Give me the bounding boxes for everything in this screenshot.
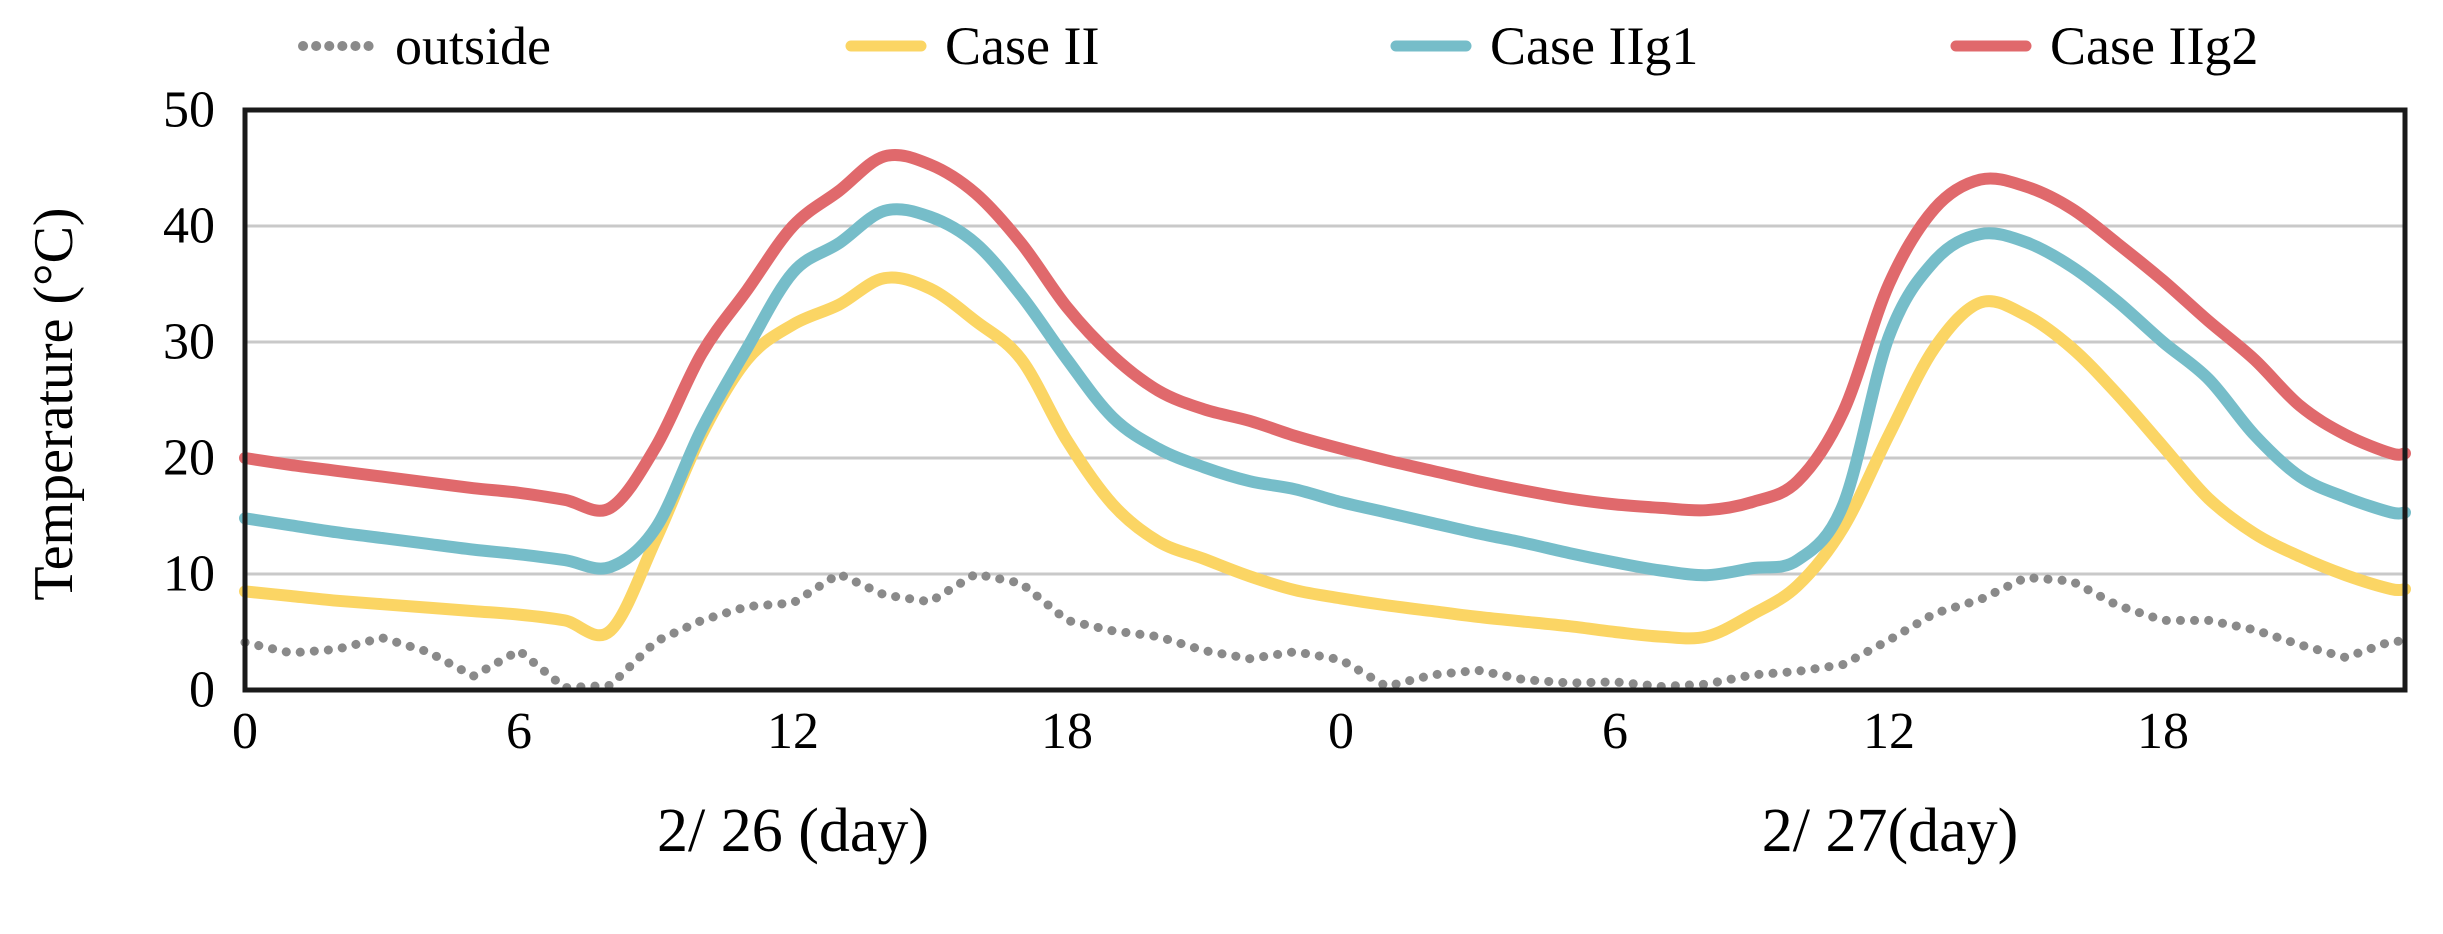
- legend-label: Case II: [945, 16, 1100, 76]
- legend-item-case-iig1: Case IIg1: [1390, 16, 1698, 76]
- legend-label: outside: [395, 16, 551, 76]
- x-axis-day1-label: 2/ 26 (day): [656, 797, 930, 865]
- x-tick-label: 6: [1602, 703, 1628, 760]
- x-tick-label: 18: [2137, 703, 2189, 760]
- series-line-outside: [240, 569, 2410, 693]
- legend-label: Case IIg1: [1490, 16, 1699, 76]
- series-line-case-ii: [239, 271, 2411, 645]
- solid-line-swatch-icon: [845, 40, 927, 52]
- plot-frame: [242, 107, 2408, 693]
- series-line-case-iig1: [239, 203, 2411, 582]
- x-tick-label: 6: [506, 703, 532, 760]
- legend-item-case-iig2: Case IIg2: [1950, 16, 2258, 76]
- y-tick-label: 40: [163, 198, 215, 255]
- legend: outside Case II Case IIg1 Case IIg2: [0, 0, 2443, 90]
- series-line-case-iig2: [239, 148, 2411, 517]
- y-tick-label: 0: [189, 662, 215, 719]
- legend-label: Case IIg2: [2050, 16, 2259, 76]
- dotted-line-swatch-icon: [298, 41, 374, 51]
- x-tick-label: 18: [1041, 703, 1093, 760]
- solid-line-swatch-icon: [1390, 40, 1472, 52]
- x-tick-label: 12: [1863, 703, 1915, 760]
- legend-item-outside: outside: [295, 16, 551, 76]
- y-tick-label: 50: [163, 82, 215, 139]
- legend-item-case-ii: Case II: [845, 16, 1099, 76]
- x-axis-day2-label: 2/ 27(day): [1761, 797, 2019, 865]
- x-tick-label: 0: [232, 703, 258, 760]
- y-axis-title: Temperature (°C): [23, 207, 85, 601]
- solid-line-swatch-icon: [1950, 40, 2032, 52]
- x-tick-label: 0: [1328, 703, 1354, 760]
- x-tick-label: 12: [767, 703, 819, 760]
- y-tick-label: 30: [163, 314, 215, 371]
- y-tick-label: 10: [163, 546, 215, 603]
- y-tick-label: 20: [163, 430, 215, 487]
